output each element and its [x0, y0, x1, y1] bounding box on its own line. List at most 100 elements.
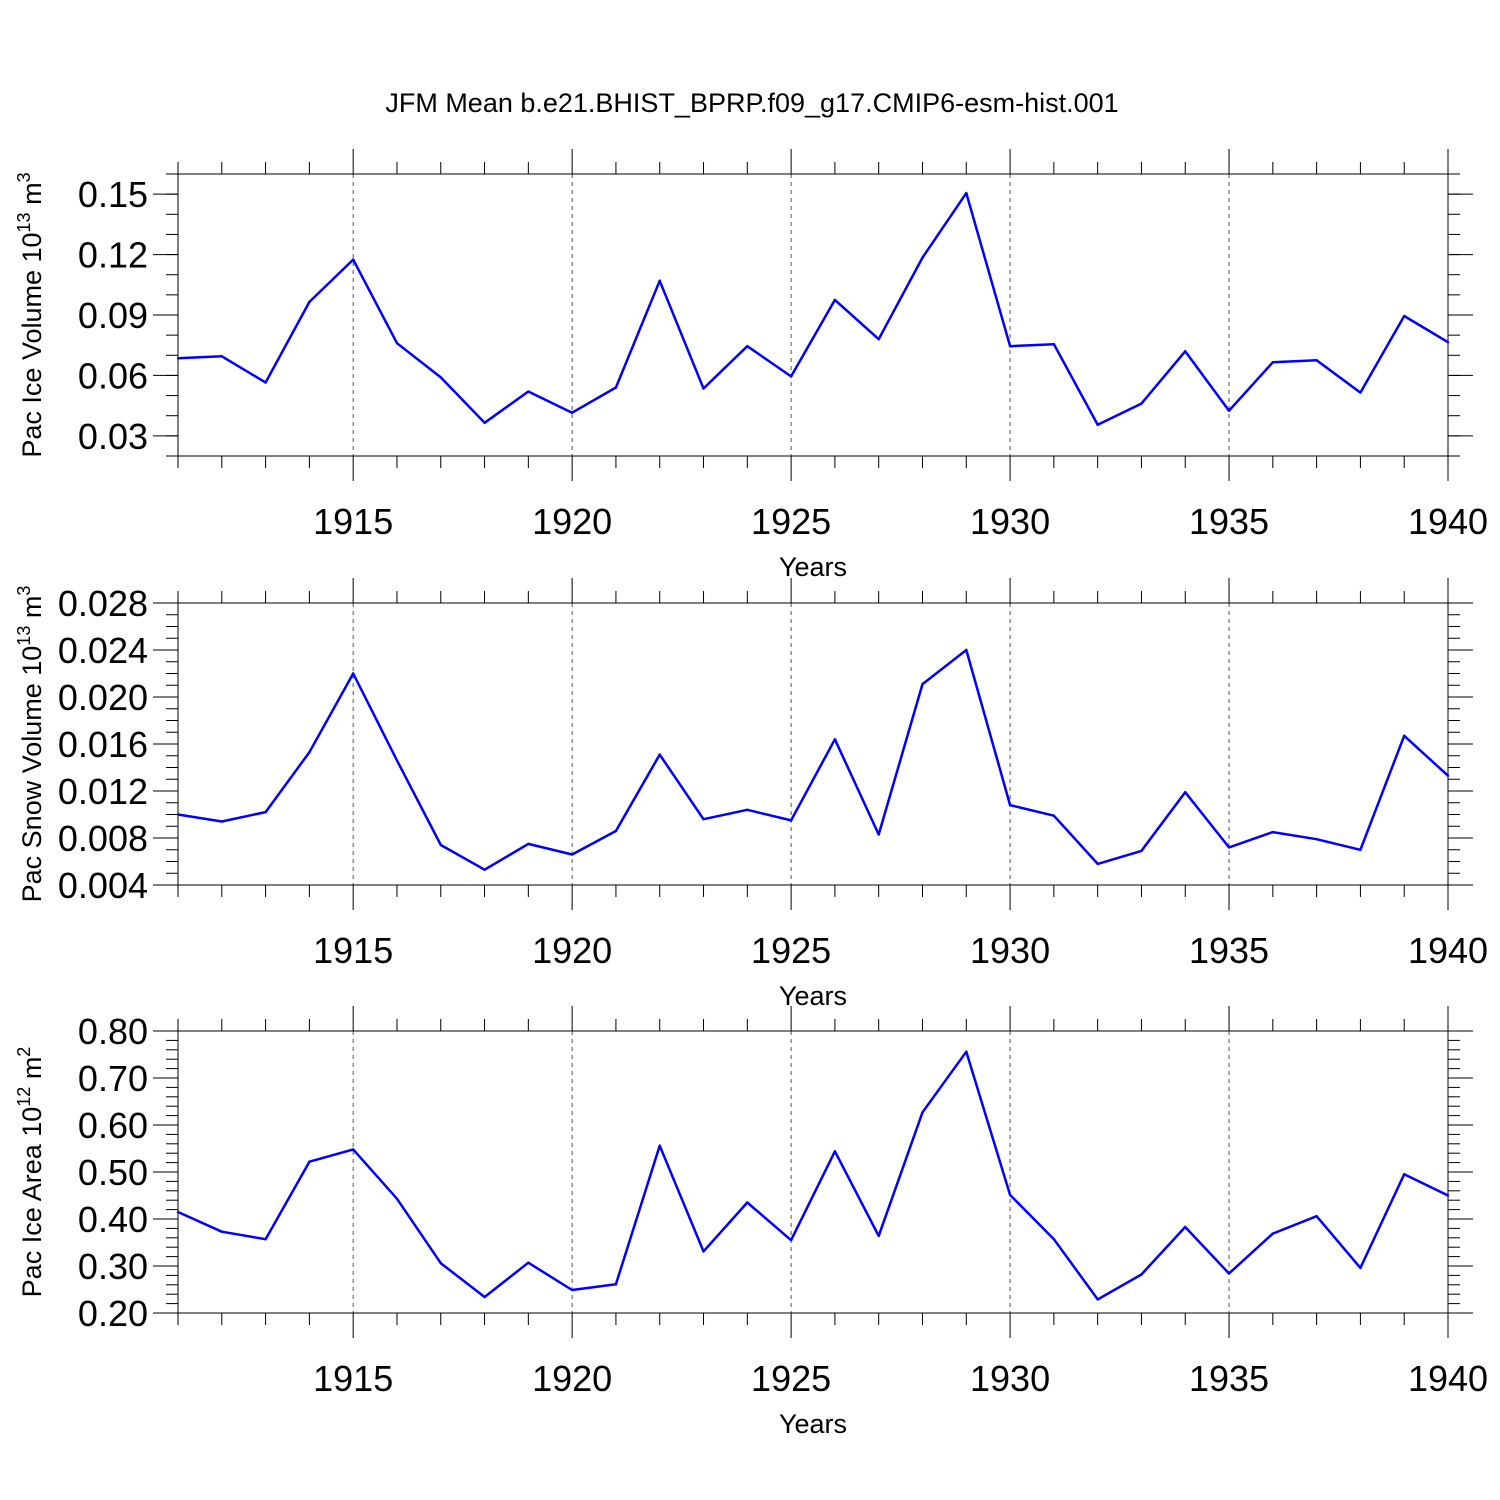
data-point — [570, 853, 574, 856]
data-point — [351, 672, 355, 675]
data-point — [921, 256, 924, 259]
data-point — [789, 1238, 793, 1242]
data-point — [439, 376, 442, 379]
y-tick-label: 0.60 — [78, 1105, 148, 1146]
series-line — [177, 1050, 1449, 1301]
data-point — [1008, 345, 1012, 348]
data-point — [439, 843, 442, 847]
figure-title: JFM Mean b.e21.BHIST_BPRP.f09_g17.CMIP6-… — [385, 88, 1118, 118]
data-point — [220, 355, 223, 358]
y-tick-label: 0.028 — [58, 583, 148, 624]
data-point — [1271, 361, 1275, 364]
x-tick-label: 1935 — [1189, 930, 1269, 971]
y-tick-label: 0.012 — [58, 771, 148, 812]
x-axis-label: Years — [779, 981, 847, 1011]
data-point — [1359, 1266, 1362, 1270]
x-tick-label: 1925 — [751, 1358, 831, 1399]
x-tick-label: 1915 — [313, 1358, 393, 1399]
data-point — [614, 1283, 618, 1286]
panel-2: 1915 1920 1925 1930 1935 1940 0.004 0.008 0.012 0… — [14, 578, 1488, 1011]
y-axis-label-text: m — [17, 1057, 47, 1087]
data-point — [308, 751, 311, 754]
data-point — [176, 357, 180, 360]
data-point — [1096, 862, 1099, 866]
x-tick-label: 1930 — [970, 930, 1050, 971]
data-point — [1184, 1225, 1187, 1229]
data-point — [308, 1160, 311, 1163]
data-point — [1184, 790, 1187, 794]
data-point — [833, 298, 837, 302]
data-point — [1140, 402, 1143, 405]
data-point — [746, 345, 749, 348]
data-point — [1403, 734, 1406, 737]
data-point — [439, 1261, 442, 1265]
x-tick-label: 1920 — [532, 1358, 612, 1399]
data-point — [1052, 343, 1056, 346]
data-point — [1315, 837, 1318, 841]
data-point — [658, 1144, 661, 1147]
y-tick-label: 0.30 — [78, 1246, 148, 1287]
y-axis-label-text: m — [17, 596, 47, 626]
data-point — [527, 390, 530, 393]
data-point — [1096, 1298, 1099, 1301]
data-point — [176, 1210, 180, 1214]
y-tick-label: 0.50 — [78, 1152, 148, 1193]
data-point — [1227, 1272, 1231, 1275]
data-point — [1403, 314, 1406, 318]
plot-frame — [177, 173, 1449, 457]
data-point — [921, 1111, 924, 1114]
y-tick-label: 0.09 — [78, 295, 148, 336]
panel-1: 1915 1920 1925 1930 1935 1940 0.03 0.06 0.09 0.12… — [14, 149, 1488, 582]
data-point — [658, 279, 661, 282]
data-point — [570, 1288, 574, 1292]
data-point — [264, 810, 267, 814]
data-point — [1446, 340, 1450, 344]
data-point — [176, 813, 180, 816]
y-axis-label: Pac Ice Area 1012 m2 — [14, 1047, 47, 1298]
x-tick-label: 1930 — [970, 501, 1050, 542]
data-point — [702, 818, 705, 821]
x-tick-label: 1940 — [1408, 1358, 1488, 1399]
x-tick-label: 1940 — [1408, 501, 1488, 542]
data-point — [1052, 1238, 1056, 1241]
data-point — [351, 1148, 355, 1151]
data-point — [658, 753, 661, 756]
data-point — [264, 381, 267, 384]
y-tick-label: 0.70 — [78, 1058, 148, 1099]
data-point — [833, 1150, 837, 1153]
data-point — [1271, 830, 1275, 834]
x-tick-label: 1940 — [1408, 930, 1488, 971]
data-point — [1008, 803, 1012, 807]
data-point — [1271, 1232, 1275, 1235]
data-point — [1008, 1193, 1012, 1197]
data-point — [1140, 849, 1143, 853]
data-point — [570, 411, 574, 414]
x-tick-label: 1915 — [313, 501, 393, 542]
data-point — [1403, 1173, 1406, 1176]
data-point — [833, 738, 837, 741]
data-point — [1096, 423, 1099, 426]
y-axis-label-superscript: 2 — [14, 1047, 34, 1057]
x-tick-label: 1920 — [532, 501, 612, 542]
data-point — [614, 829, 618, 833]
x-tick-label: 1925 — [751, 930, 831, 971]
data-point — [395, 759, 399, 762]
plot-frame — [177, 1030, 1449, 1314]
y-axis-label-superscript: 3 — [14, 586, 34, 596]
data-point — [1359, 391, 1362, 394]
data-point — [877, 337, 880, 341]
data-point — [1446, 774, 1450, 777]
data-point — [483, 421, 486, 424]
data-point — [351, 258, 355, 261]
data-point — [483, 1295, 486, 1299]
y-tick-label: 0.12 — [78, 235, 148, 276]
data-point — [395, 1197, 399, 1200]
data-point — [746, 808, 749, 811]
data-point — [702, 1250, 705, 1253]
y-axis-label: Pac Snow Volume 1013 m3 — [14, 586, 47, 903]
data-point — [789, 819, 793, 822]
y-tick-label: 0.03 — [78, 416, 148, 457]
data-point — [395, 342, 399, 345]
y-tick-label: 0.20 — [78, 1293, 148, 1334]
x-axis-label: Years — [779, 552, 847, 582]
